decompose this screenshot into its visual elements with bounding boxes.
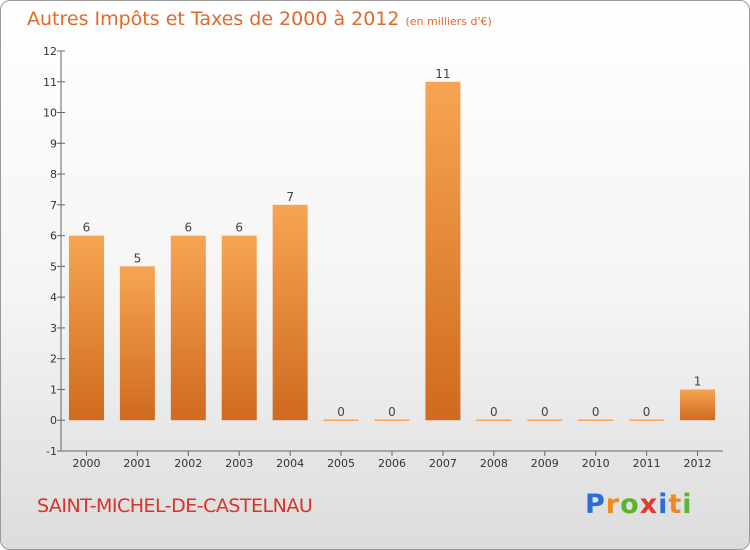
y-tick-label: 9	[50, 137, 57, 150]
value-label: 5	[134, 251, 142, 265]
logo-letter: P	[585, 489, 606, 520]
x-tick-label: 2010	[582, 457, 610, 470]
x-tick-label: 2012	[684, 457, 712, 470]
y-tick-label: -1	[46, 445, 57, 458]
logo-letter: t	[668, 489, 683, 520]
bar	[68, 235, 104, 421]
proxiti-logo: Proxiti	[585, 489, 693, 520]
y-tick-label: 4	[50, 291, 57, 304]
bar	[272, 204, 308, 421]
x-tick-label: 2001	[123, 457, 151, 470]
y-tick-label: 2	[50, 353, 57, 366]
value-label: 6	[235, 221, 243, 235]
value-label: 6	[184, 221, 192, 235]
x-tick-label: 2003	[225, 457, 253, 470]
bar	[170, 235, 206, 421]
value-label: 0	[643, 405, 651, 419]
bar	[221, 235, 257, 421]
logo-letter: i	[658, 489, 669, 520]
x-tick-label: 2006	[378, 457, 406, 470]
value-label: 0	[490, 405, 498, 419]
y-tick-label: 6	[50, 230, 57, 243]
bar	[680, 389, 716, 421]
value-label: 0	[541, 405, 549, 419]
x-tick-label: 2004	[276, 457, 304, 470]
value-label: 11	[435, 67, 450, 81]
x-tick-label: 2011	[633, 457, 661, 470]
value-label: 1	[694, 374, 702, 388]
y-tick-label: 10	[43, 107, 57, 120]
chart-title: Autres Impôts et Taxes de 2000 à 2012 (en…	[27, 8, 492, 30]
chart-title-text: Autres Impôts et Taxes de 2000 à 2012	[27, 8, 400, 30]
x-tick-label: 2002	[174, 457, 202, 470]
value-label: 0	[337, 405, 345, 419]
x-tick-label: 2005	[327, 457, 355, 470]
y-tick-label: 1	[50, 383, 57, 396]
x-tick-label: 2000	[72, 457, 100, 470]
y-tick-label: 7	[50, 199, 57, 212]
x-tick-label: 2007	[429, 457, 457, 470]
y-tick-label: 12	[43, 45, 57, 58]
commune-name: SAINT-MICHEL-DE-CASTELNAU	[37, 495, 313, 517]
logo-letter: x	[639, 489, 659, 520]
logo-letter: o	[620, 489, 640, 520]
x-tick-label: 2009	[531, 457, 559, 470]
value-label: 7	[286, 190, 294, 204]
logo-letter: i	[682, 489, 693, 520]
logo-letter: r	[605, 489, 621, 520]
y-tick-label: 8	[50, 168, 57, 181]
y-tick-label: 11	[43, 76, 57, 89]
bar	[425, 81, 461, 421]
y-tick-label: 0	[50, 414, 57, 427]
value-label: 0	[388, 405, 396, 419]
bar	[119, 266, 155, 421]
x-tick-label: 2008	[480, 457, 508, 470]
chart-unit: (en milliers d'€)	[405, 15, 492, 28]
value-label: 0	[592, 405, 600, 419]
y-tick-label: 5	[50, 260, 57, 273]
y-tick-label: 3	[50, 322, 57, 335]
value-label: 6	[83, 221, 91, 235]
